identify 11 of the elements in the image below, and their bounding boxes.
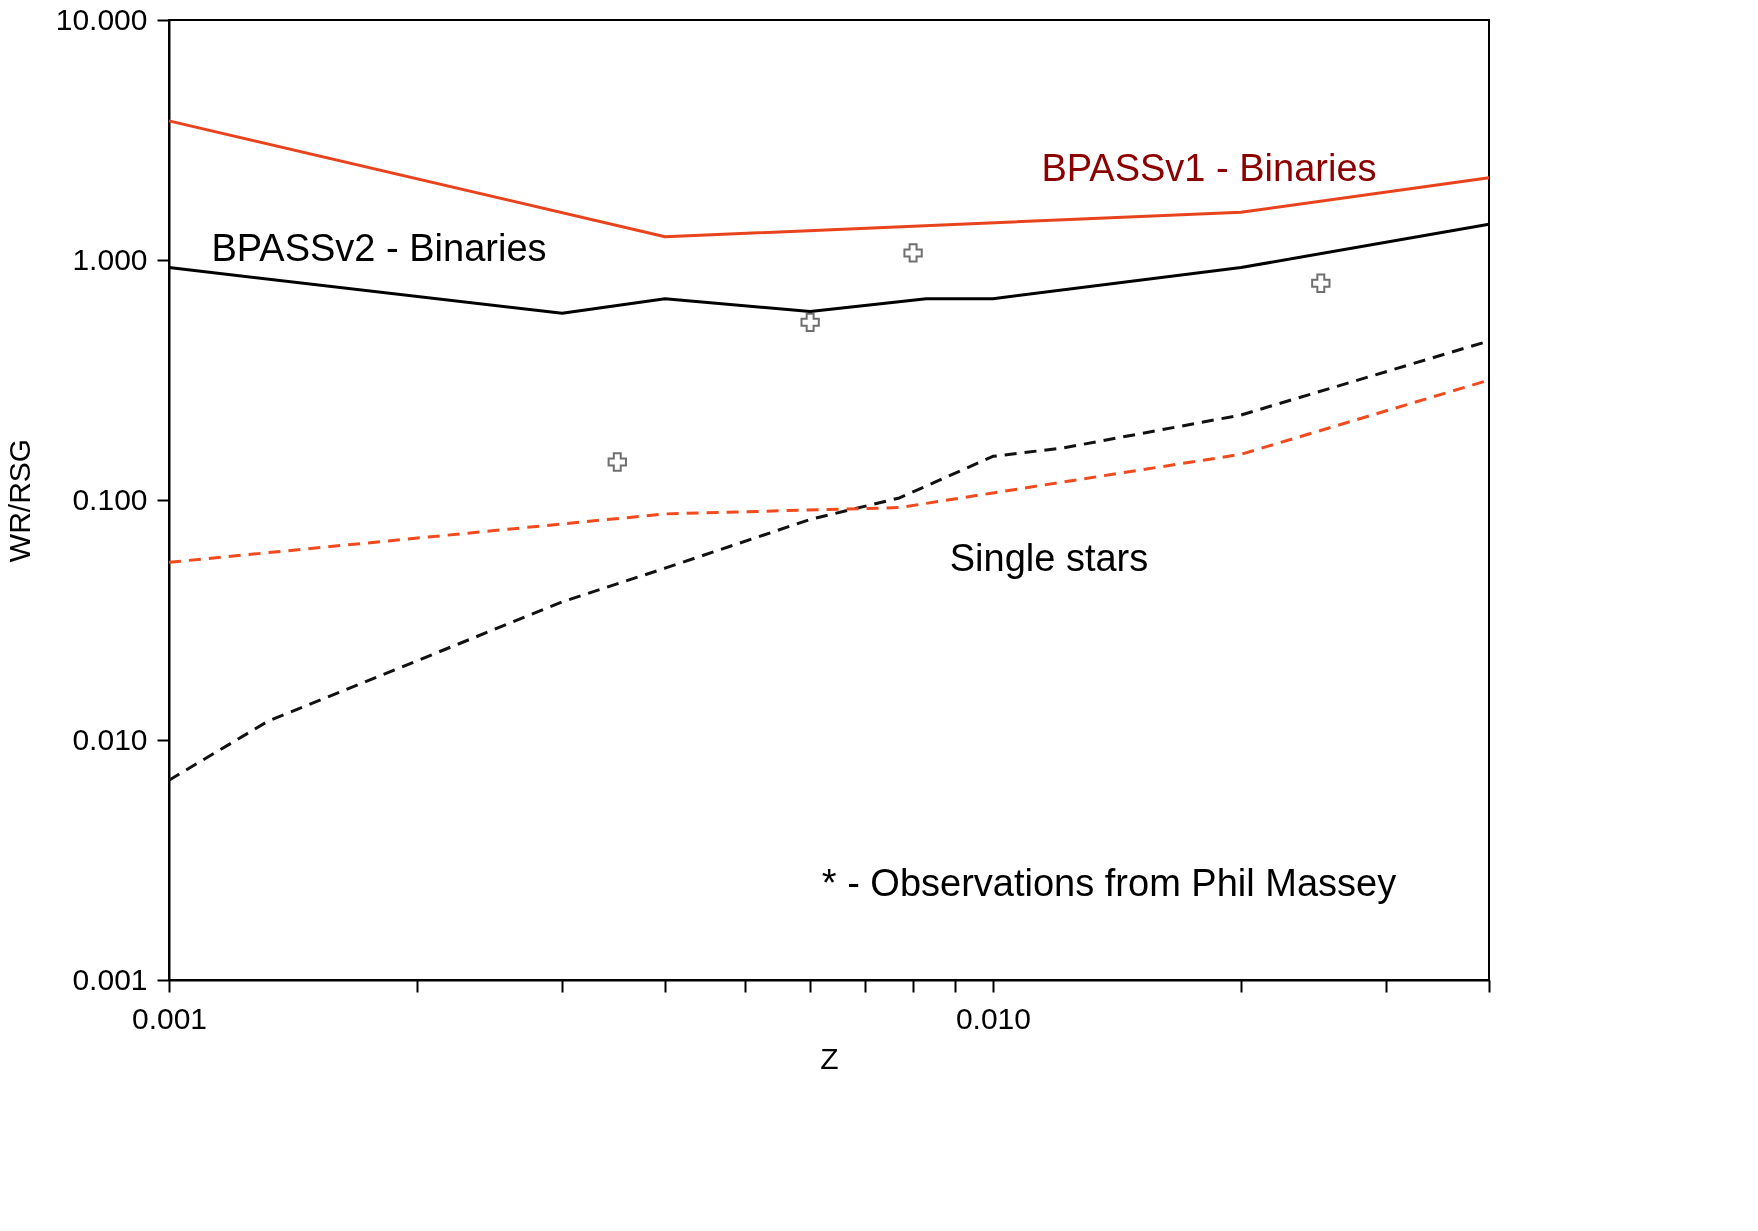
y-tick-label: 10.000 — [55, 2, 148, 36]
y-tick-label: 0.001 — [72, 962, 148, 996]
annotation: BPASSv1 - Binaries — [1041, 147, 1377, 189]
y-tick-label: 0.010 — [72, 722, 148, 756]
y-tick-label: 0.100 — [72, 482, 148, 516]
x-axis-title: Z — [820, 1041, 839, 1075]
annotation: Single stars — [949, 537, 1149, 579]
annotation: BPASSv2 - Binaries — [211, 227, 547, 269]
y-tick-label: 1.000 — [72, 242, 148, 276]
y-axis-title: WR/RSG — [2, 438, 36, 563]
annotation: * - Observations from Phil Massey — [821, 862, 1397, 904]
